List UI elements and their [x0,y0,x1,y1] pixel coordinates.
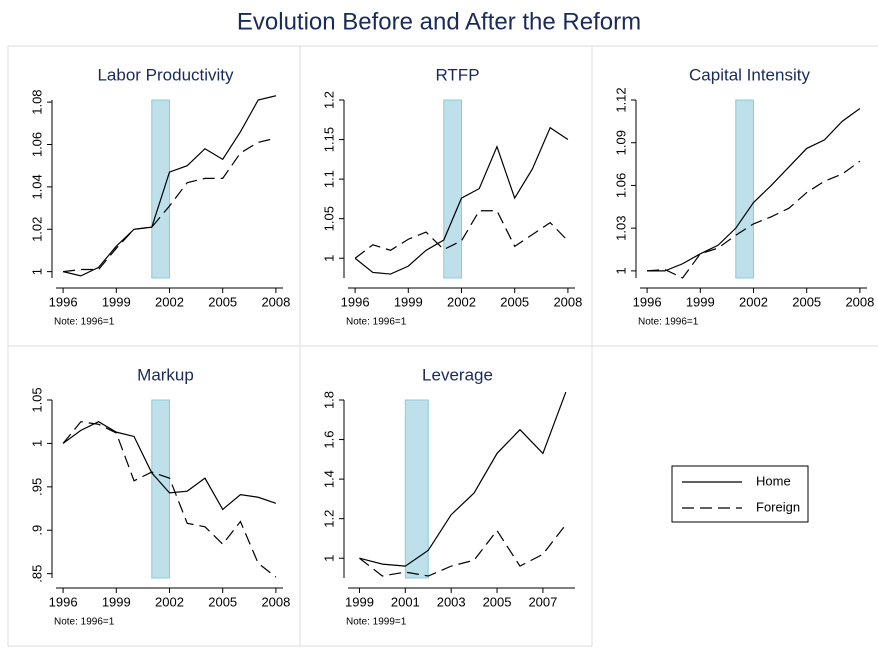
y-tick-label: 1 [321,555,336,562]
series-line: Homesolid [647,108,861,272]
x-tick-label: 1996 [49,294,78,309]
x-tick-label: 2002 [739,294,768,309]
panel-border [299,345,593,647]
y-tick-label: 1.2 [321,91,336,109]
reform-band [151,99,170,279]
y-tick-label: 1.09 [613,130,628,155]
legend-label: Foreign [756,499,800,514]
legend-label: Home [756,473,791,488]
y-tick-label: 1 [29,440,44,447]
x-tick-label: 2007 [528,594,557,609]
series-line: Foreigndashed [647,160,861,279]
panel-title: RTFP [435,65,479,84]
y-tick-label: 1.03 [613,216,628,241]
note: Note: 1996=1 [638,317,699,328]
y-tick-label: 1.6 [321,431,336,449]
y-tick-label: .9 [29,525,44,536]
series-line: Homesolid [359,391,567,567]
x-tick-label: 2001 [391,594,420,609]
panel-title: Markup [137,365,194,384]
x-tick-label: 2003 [437,594,466,609]
x-tick-label: 2008 [845,294,874,309]
y-tick-label: 1.1 [321,170,336,188]
y-tick-label: 1 [321,255,336,262]
x-tick-label: 2008 [261,294,290,309]
y-tick-label: 1.05 [321,206,336,231]
note: Note: 1996=1 [54,617,115,628]
x-tick-label: 2005 [500,294,529,309]
x-tick-label: 2005 [208,594,237,609]
y-tick-label: 1.2 [321,510,336,528]
series-line: Homesolid [62,95,277,277]
y-tick-label: 1.4 [321,470,336,488]
y-tick-label: 1.8 [321,391,336,409]
x-tick-label: 1996 [49,594,78,609]
y-tick-label: 1.05 [29,387,44,412]
x-tick-label: 1996 [633,294,662,309]
series-line: Foreigndashed [63,137,277,273]
x-tick-label: 2008 [261,594,290,609]
y-tick-label: .85 [29,565,44,583]
y-tick-label: 1 [29,268,44,275]
note: Note: 1996=1 [346,317,407,328]
y-tick-label: 1.15 [321,127,336,152]
y-tick-label: 1.12 [613,87,628,112]
reform-band [151,399,170,579]
series-line: Homesolid [62,421,277,511]
panel-title: Leverage [422,365,493,384]
x-tick-label: 1999 [102,594,131,609]
x-tick-label: 2005 [792,294,821,309]
x-tick-label: 1999 [345,594,374,609]
legend: Home Foreign [671,465,809,523]
x-tick-label: 2002 [447,294,476,309]
x-tick-label: 1999 [102,294,131,309]
series-line: Homesolid [354,126,569,275]
y-tick-label: 1.06 [29,132,44,157]
panel-border [591,45,878,347]
y-tick-label: 1.02 [29,217,44,242]
y-tick-label: 1.04 [29,174,44,199]
reform-band [404,399,429,579]
y-tick-label: 1 [613,267,628,274]
x-tick-label: 2005 [483,594,512,609]
y-tick-label: .95 [29,478,44,496]
series-line: Foreigndashed [359,524,567,577]
reform-band [443,99,462,279]
y-tick-label: 1.06 [613,173,628,198]
panel-title: Capital Intensity [689,65,810,84]
y-tick-label: 1.08 [29,89,44,114]
reform-band [735,99,754,279]
chart-title: Evolution Before and After the Reform [237,8,641,35]
series-line: Foreigndashed [354,210,569,259]
x-tick-label: 2008 [553,294,582,309]
x-tick-label: 1996 [341,294,370,309]
x-tick-label: 2005 [208,294,237,309]
note: Note: 1999=1 [346,617,407,628]
x-tick-label: 1999 [394,294,423,309]
panel-title: Labor Productivity [97,65,234,84]
x-tick-label: 2002 [155,294,184,309]
x-tick-label: 1999 [686,294,715,309]
x-tick-label: 2002 [155,594,184,609]
note: Note: 1996=1 [54,317,115,328]
series-line: Foreigndashed [62,421,277,578]
legend-box [671,465,809,523]
